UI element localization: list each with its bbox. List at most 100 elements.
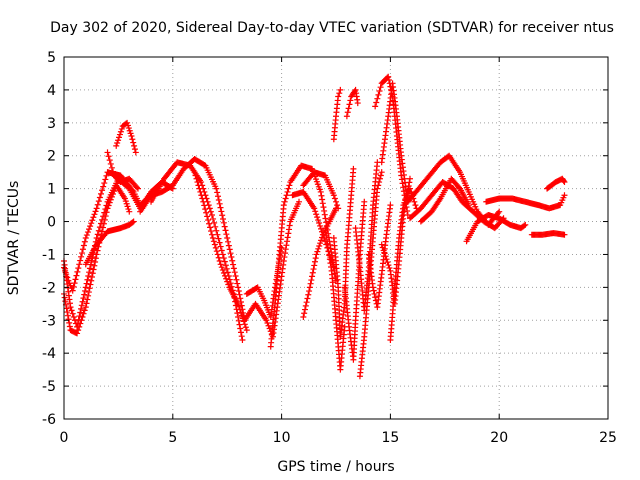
- data-point: [103, 209, 110, 216]
- data-point: [236, 303, 243, 310]
- data-point: [374, 95, 381, 102]
- data-point: [330, 192, 337, 199]
- data-point: [219, 212, 226, 219]
- data-point: [213, 185, 220, 192]
- data-point: [217, 243, 224, 250]
- data-point: [235, 317, 242, 324]
- data-point: [235, 284, 242, 291]
- data-point: [130, 139, 137, 146]
- data-point: [214, 251, 221, 258]
- data-point: [195, 182, 202, 189]
- data-point: [82, 235, 89, 241]
- data-point: [301, 310, 308, 317]
- series-track-r: [330, 165, 357, 340]
- data-point: [113, 142, 120, 149]
- data-point: [93, 251, 100, 258]
- series-track-d: [82, 218, 137, 268]
- data-point: [80, 295, 87, 302]
- data-point: [77, 257, 84, 264]
- data-point: [218, 264, 225, 271]
- data-point: [305, 291, 312, 298]
- data-point: [208, 231, 215, 238]
- data-point: [79, 246, 86, 253]
- data-point: [194, 179, 201, 186]
- data-point: [346, 101, 353, 108]
- data-point: [203, 209, 210, 216]
- data-point: [296, 198, 303, 205]
- data-point: [86, 269, 93, 276]
- data-point: [94, 201, 101, 208]
- data-point: [283, 242, 290, 249]
- data-point: [209, 235, 216, 241]
- data-point: [212, 223, 219, 230]
- data-point: [123, 200, 130, 207]
- data-point: [318, 192, 325, 199]
- data-point: [217, 261, 224, 268]
- data-point: [220, 269, 227, 276]
- data-point: [378, 169, 385, 176]
- series-track-aa: [387, 185, 420, 344]
- data-point: [97, 190, 104, 197]
- data-point: [455, 184, 462, 191]
- data-point: [347, 97, 354, 104]
- data-point: [312, 255, 319, 262]
- data-point: [223, 275, 230, 282]
- series-track-f: [104, 149, 141, 192]
- data-point: [88, 220, 95, 227]
- data-point: [99, 224, 106, 231]
- data-point: [300, 313, 307, 320]
- data-point: [376, 88, 383, 95]
- data-point: [224, 235, 231, 241]
- data-point: [215, 235, 222, 242]
- series-track-af: [483, 192, 568, 212]
- data-point: [304, 295, 311, 302]
- data-point: [200, 198, 207, 205]
- data-point: [84, 229, 91, 236]
- data-point: [406, 179, 413, 186]
- data-point: [310, 266, 317, 273]
- data-point: [406, 175, 413, 182]
- data-point: [65, 316, 72, 323]
- data-point: [264, 320, 271, 327]
- data-point: [317, 240, 324, 247]
- data-point: [313, 251, 320, 258]
- data-point: [193, 175, 200, 182]
- data-point: [228, 253, 235, 260]
- data-point: [64, 312, 71, 319]
- data-point: [561, 192, 568, 199]
- data-point: [412, 202, 419, 209]
- data-point: [496, 208, 503, 215]
- series-track-v: [352, 159, 381, 314]
- data-point: [107, 160, 114, 167]
- data-point: [465, 202, 472, 209]
- series-track-ah: [544, 175, 568, 192]
- data-point: [105, 153, 112, 160]
- data-point: [206, 205, 213, 212]
- data-point: [316, 242, 323, 249]
- data-point: [239, 337, 246, 344]
- data-point: [221, 258, 228, 265]
- data-point: [314, 248, 321, 255]
- data-point: [214, 189, 221, 196]
- data-point: [101, 180, 108, 187]
- data-point: [116, 134, 123, 141]
- data-point: [286, 222, 293, 229]
- data-point: [103, 172, 110, 179]
- data-point: [88, 274, 95, 281]
- data-point: [100, 183, 107, 190]
- data-point: [216, 258, 223, 265]
- data-point: [384, 259, 391, 266]
- data-point: [108, 164, 115, 171]
- data-point: [319, 200, 326, 207]
- data-point: [320, 204, 327, 211]
- data-point: [86, 285, 93, 292]
- data-point: [232, 272, 239, 279]
- data-point: [81, 307, 88, 314]
- data-point: [219, 251, 226, 258]
- data-point: [72, 276, 79, 283]
- data-point: [309, 273, 316, 280]
- data-point: [130, 218, 137, 225]
- data-point: [225, 281, 232, 288]
- data-point: [383, 256, 390, 263]
- data-point: [82, 304, 89, 311]
